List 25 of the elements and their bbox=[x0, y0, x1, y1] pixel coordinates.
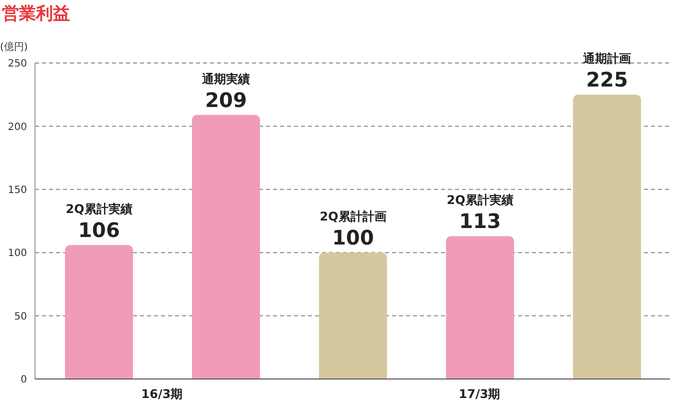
data-label: 113 bbox=[459, 209, 501, 234]
y-tick-label: 50 bbox=[14, 311, 27, 322]
x-tick-label: 2Q累計実績 bbox=[66, 202, 132, 216]
x-tick-label: 通期実績 bbox=[201, 72, 250, 86]
data-label: 106 bbox=[78, 218, 120, 242]
data-label: 225 bbox=[586, 68, 628, 92]
y-tick-label: 250 bbox=[8, 58, 27, 70]
y-tick-label: 0 bbox=[20, 374, 27, 386]
bar bbox=[319, 252, 387, 379]
text: 16/3期 bbox=[140, 386, 184, 403]
y-tick-label: 150 bbox=[8, 184, 27, 196]
data-label: 100 bbox=[332, 226, 374, 250]
bar bbox=[65, 245, 133, 379]
y-tick-label: 200 bbox=[8, 122, 27, 133]
text: 17/3期 bbox=[458, 386, 502, 403]
chart-title: 営業利益 bbox=[2, 3, 70, 25]
x-tick-label: 2Q累計実績 bbox=[446, 193, 514, 208]
x-tick-label: 2Q累計計画 bbox=[320, 210, 386, 224]
bar bbox=[446, 236, 514, 379]
bar bbox=[192, 114, 260, 379]
x-tick-label: 通期計画 bbox=[582, 52, 631, 66]
y-axis-title: (億円) bbox=[0, 40, 28, 54]
y-tick-label: 100 bbox=[8, 248, 27, 260]
data-label: 209 bbox=[205, 88, 247, 112]
bar bbox=[573, 94, 641, 379]
